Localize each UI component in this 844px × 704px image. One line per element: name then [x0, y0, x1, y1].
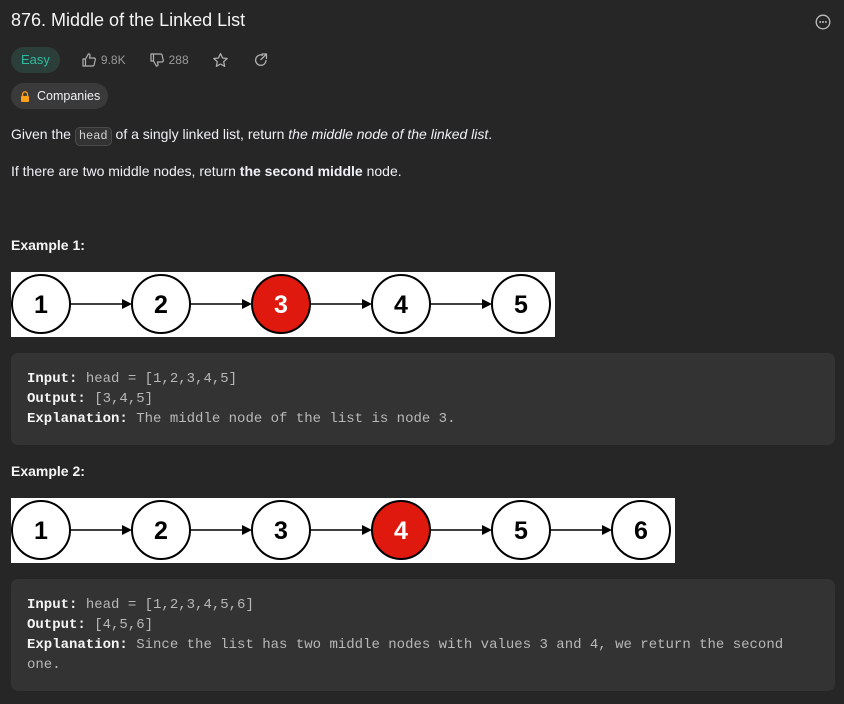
more-options-icon[interactable] [815, 14, 831, 30]
node-value: 3 [274, 291, 288, 319]
example-1-title: Example 1: [11, 237, 85, 253]
output-value: [4,5,6] [85, 617, 154, 633]
node-value: 5 [514, 291, 528, 319]
list-node [371, 274, 431, 334]
companies-label: Companies [37, 89, 101, 103]
arrow-head [122, 525, 132, 535]
dislike-button[interactable]: 288 [149, 52, 189, 68]
description-text: If there are two middle nodes, return [11, 163, 240, 179]
star-icon [212, 52, 228, 67]
list-node [131, 274, 191, 334]
arrow-head [242, 299, 252, 309]
dislike-count: 288 [168, 53, 189, 67]
share-button[interactable] [253, 52, 269, 68]
description-text: . [488, 126, 493, 142]
thumbs-down-icon [149, 53, 164, 67]
input-value: head = [1,2,3,4,5] [77, 371, 238, 387]
middle-node [371, 500, 431, 560]
output-label: Output: [27, 391, 86, 407]
arrow-head [482, 525, 492, 535]
example-2-code-block: Input: head = [1,2,3,4,5,6] Output: [4,5… [11, 579, 835, 691]
share-icon [254, 53, 267, 66]
difficulty-badge[interactable]: Easy [11, 47, 60, 73]
like-count: 9.8K [100, 53, 126, 67]
node-value: 6 [634, 517, 648, 545]
node-value: 4 [394, 517, 408, 545]
node-value: 2 [154, 291, 168, 319]
example-2-linked-list-diagram: 1 2 3 4 5 6 [11, 498, 675, 563]
middle-node [251, 274, 311, 334]
node-value: 5 [514, 517, 528, 545]
companies-tag-button[interactable]: Companies [11, 83, 109, 109]
example-2-title: Example 2: [11, 463, 85, 479]
arrow-head [362, 299, 372, 309]
list-node [11, 500, 71, 560]
explanation-value: Since the list has two middle nodes with… [27, 637, 792, 673]
node-value: 1 [34, 291, 48, 319]
node-value: 1 [34, 517, 48, 545]
list-node [11, 274, 71, 334]
node-value: 2 [154, 517, 168, 545]
output-label: Output: [27, 617, 86, 633]
arrow-head [122, 299, 132, 309]
node-value: 4 [394, 291, 408, 319]
explanation-value: The middle node of the list is node 3. [127, 411, 456, 427]
like-button[interactable]: 9.8K [81, 52, 126, 68]
description-strong: the second middle [239, 163, 363, 179]
inline-code-head: head [74, 127, 112, 146]
example-1-linked-list-diagram: 1 2 3 4 5 [11, 272, 555, 337]
output-value: [3,4,5] [85, 391, 154, 407]
description-emphasis: the middle node of the linked list [288, 126, 489, 142]
input-label: Input: [27, 597, 78, 613]
thumbs-up-icon [82, 53, 96, 67]
example-1-code-block: Input: head = [1,2,3,4,5] Output: [3,4,5… [11, 353, 835, 445]
lock-icon [21, 90, 29, 102]
list-node [491, 500, 551, 560]
arrow-head [362, 525, 372, 535]
arrow-head [482, 299, 492, 309]
explanation-label: Explanation: [27, 411, 128, 427]
problem-meta-row: Easy 9.8K 288 [11, 47, 269, 73]
description-text: of a singly linked list, return [111, 126, 289, 142]
description-paragraph-1: Given the head of a singly linked list, … [11, 124, 492, 146]
node-value: 3 [274, 517, 288, 545]
favorite-button[interactable] [212, 52, 229, 69]
input-label: Input: [27, 371, 78, 387]
arrow-head [242, 525, 252, 535]
description-text: Given the [11, 126, 75, 142]
input-value: head = [1,2,3,4,5,6] [77, 597, 254, 613]
explanation-label: Explanation: [27, 637, 128, 653]
list-node [491, 274, 551, 334]
description-text: node. [362, 163, 402, 179]
arrow-head [602, 525, 612, 535]
list-node [611, 500, 671, 560]
list-node [131, 500, 191, 560]
list-node [251, 500, 311, 560]
problem-title: 876. Middle of the Linked List [11, 10, 246, 30]
description-paragraph-2: If there are two middle nodes, return th… [11, 161, 402, 181]
